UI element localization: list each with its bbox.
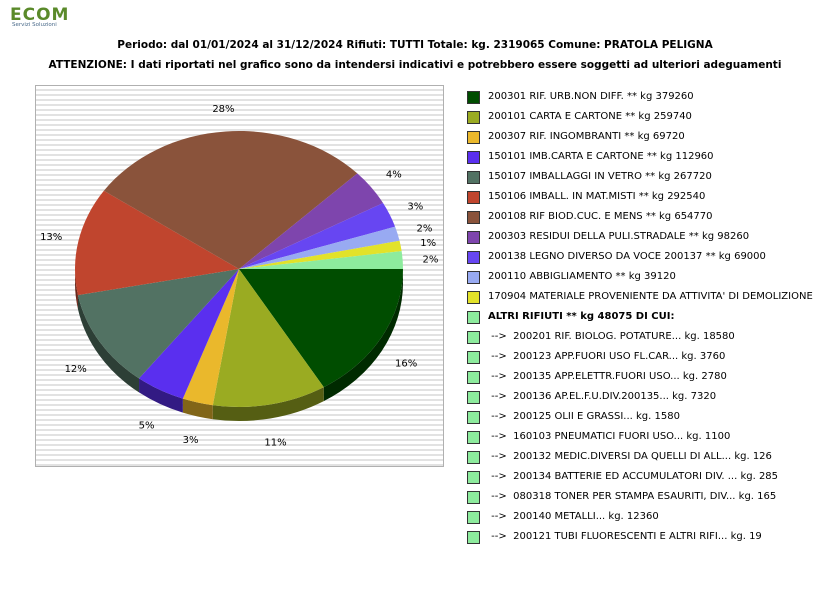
legend-swatch [467, 191, 480, 204]
legend-label: 150106 IMBALL. IN MAT.MISTI ** kg 292540 [488, 191, 706, 202]
chart-panel: 16% 11% 3% 5% 12% 13% 28% 4% 3% 2% 1% 2% [35, 85, 444, 467]
legend-swatch [467, 431, 480, 444]
pie-label-200138: 3% [407, 201, 423, 212]
legend-label: 200108 RIF BIOD.CUC. E MENS ** kg 654770 [488, 211, 713, 222]
pie-slice-ALTRI [239, 251, 403, 269]
pie-label-ALTRI: 2% [423, 254, 439, 265]
pie-slice-170904 [239, 240, 402, 269]
pie-slice-200110 [239, 226, 400, 269]
pie-slice-150106 [75, 190, 239, 296]
legend-label: --> 200123 APP.FUORI USO FL.CAR... kg. 3… [488, 351, 726, 362]
legend-swatch [467, 151, 480, 164]
period-header: Periodo: dal 01/01/2024 al 31/12/2024 Ri… [117, 39, 713, 51]
pie-side-150101 [139, 378, 183, 413]
legend-label: 200110 ABBIGLIAMENTO ** kg 39120 [488, 271, 676, 282]
pie-label-200307: 3% [183, 435, 199, 446]
legend-swatch [467, 231, 480, 244]
pie-slice-200301 [239, 269, 403, 388]
legend-label: --> 200121 TUBI FLUORESCENTI E ALTRI RIF… [488, 531, 762, 542]
pie-side-200301 [323, 269, 403, 402]
pie-slice-200138 [239, 202, 396, 269]
legend-swatch [467, 411, 480, 424]
legend-swatch [467, 391, 480, 404]
legend-label: ALTRI RIFIUTI ** kg 48075 DI CUI: [488, 311, 675, 322]
legend-swatch [467, 91, 480, 104]
pie-side-200307 [182, 398, 213, 420]
legend-swatch [467, 111, 480, 124]
legend-label: --> 200140 METALLI... kg. 12360 [488, 511, 659, 522]
pie-side-150106 [75, 269, 78, 310]
legend-swatch [467, 451, 480, 464]
pie-label-150106: 13% [40, 232, 62, 243]
pie-slice-200108 [103, 131, 358, 269]
pie-label-200110: 2% [417, 224, 433, 235]
legend-label: 200138 LEGNO DIVERSO DA VOCE 200137 ** k… [488, 251, 766, 262]
legend-swatch [467, 351, 480, 364]
legend-swatch [467, 291, 480, 304]
logo-tagline: Servizi Soluzioni [12, 22, 57, 28]
legend-label: 200307 RIF. INGOMBRANTI ** kg 69720 [488, 131, 685, 142]
legend-swatch [467, 511, 480, 524]
pie-label-170904: 1% [420, 238, 436, 249]
legend-label: --> 200125 OLII E GRASSI... kg. 1580 [488, 411, 680, 422]
pie-side-200101 [212, 387, 324, 422]
pie-slice-200303 [239, 173, 384, 269]
logo-brand: ECOM [10, 5, 70, 25]
legend-swatch [467, 211, 480, 224]
legend-label: 200101 CARTA E CARTONE ** kg 259740 [488, 111, 692, 122]
legend-swatch [467, 371, 480, 384]
legend-label: 150101 IMB.CARTA E CARTONE ** kg 112960 [488, 151, 714, 162]
pie-label-150107: 12% [65, 364, 87, 375]
legend-swatch [467, 131, 480, 144]
legend-label: 150107 IMBALLAGGI IN VETRO ** kg 267720 [488, 171, 712, 182]
ecom-logo: ECOM Servizi Soluzioni [10, 5, 100, 31]
legend-swatch [467, 531, 480, 544]
legend-swatch [467, 491, 480, 504]
legend-label: --> 200136 AP.EL.F.U.DIV.200135... kg. 7… [488, 391, 717, 402]
pie-chart: 16% 11% 3% 5% 12% 13% 28% 4% 3% 2% 1% 2% [40, 104, 439, 449]
legend-swatch [467, 271, 480, 284]
legend-label: 170904 MATERIALE PROVENIENTE DA ATTIVITA… [488, 291, 813, 302]
legend-label: 200301 RIF. URB.NON DIFF. ** kg 379260 [488, 91, 694, 102]
pie-slice-200101 [212, 269, 324, 407]
legend-label: --> 200132 MEDIC.DIVERSI DA QUELLI DI AL… [488, 451, 772, 462]
pie-slice-150107 [77, 269, 239, 379]
legend-label: 200303 RESIDUI DELLA PULI.STRADALE ** kg… [488, 231, 750, 242]
pie-label-200301: 16% [395, 358, 417, 369]
legend-label: --> 080318 TONER PER STAMPA ESAURITI, DI… [488, 491, 777, 502]
legend-swatch [467, 171, 480, 184]
pie-label-200108: 28% [212, 104, 234, 115]
disclaimer-header: ATTENZIONE: I dati riportati nel grafico… [48, 59, 782, 71]
legend-label: --> 200201 RIF. BIOLOG. POTATURE... kg. … [488, 331, 735, 342]
pie-slice-200307 [182, 269, 239, 406]
legend-swatch [467, 251, 480, 264]
legend-swatch [467, 311, 480, 324]
pie-label-200101: 11% [264, 438, 286, 449]
pie-slice-150101 [139, 269, 239, 399]
legend-label: --> 200134 BATTERIE ED ACCUMULATORI DIV.… [488, 471, 779, 482]
legend-label: --> 160103 PNEUMATICI FUORI USO... kg. 1… [488, 431, 731, 442]
legend-swatch [467, 331, 480, 344]
legend-label: --> 200135 APP.ELETTR.FUORI USO... kg. 2… [488, 371, 727, 382]
pie-label-200303: 4% [386, 170, 402, 181]
pie-label-150101: 5% [139, 421, 155, 432]
legend-swatch [467, 471, 480, 484]
pie-side-150107 [77, 295, 140, 393]
